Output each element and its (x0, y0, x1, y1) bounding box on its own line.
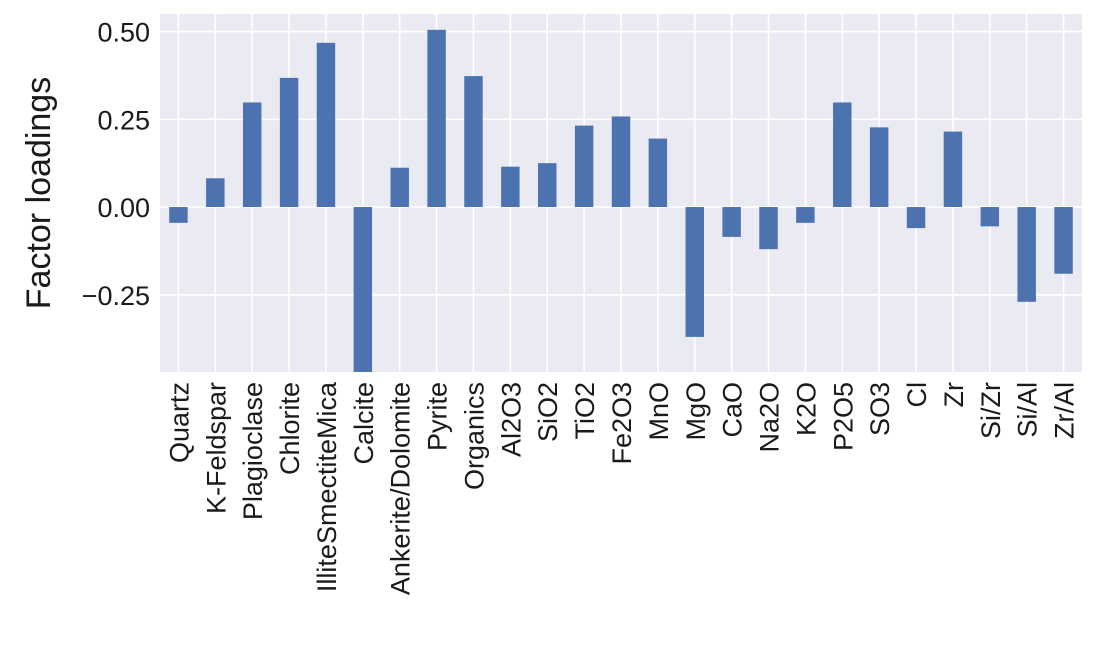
bar-k-feldspar (206, 178, 225, 208)
bar-si-zr (980, 207, 1000, 227)
x-tick-label: SO3 (865, 382, 895, 436)
x-tick-label: MnO (644, 382, 674, 441)
bar-k2o (796, 207, 815, 223)
bar-pyrite (427, 29, 446, 208)
y-tick-label: 0.25 (97, 105, 150, 135)
bar-na2o (759, 207, 778, 250)
x-tick-label: Chlorite (275, 382, 305, 475)
x-tick-label: TiO2 (570, 382, 600, 440)
x-tick-label: CaO (718, 382, 748, 438)
x-tick-label: Zr/Al (1050, 382, 1080, 439)
bar-tio2 (574, 125, 594, 208)
x-tick-label: Na2O (755, 382, 785, 453)
x-tick-label: P2O5 (828, 382, 858, 451)
bar-calcite (353, 207, 373, 372)
bar-zr-al (1054, 207, 1073, 274)
bar-quartz (169, 207, 188, 223)
bar-mno (648, 138, 668, 208)
x-tick-label: MgO (681, 382, 711, 441)
bar-organics (464, 76, 483, 208)
x-tick-label: Si/Al (1013, 382, 1043, 438)
y-tick-label: 0.50 (97, 18, 150, 48)
bar-al2o3 (501, 166, 520, 208)
bar-chlorite (279, 77, 299, 208)
y-tick-labels: −0.25 0.00 0.25 0.50 (82, 18, 150, 311)
y-axis-title: Factor loadings (20, 77, 58, 309)
y-tick-label: 0.00 (97, 193, 150, 223)
bar-si-al (1017, 207, 1036, 302)
x-tick-label: Fe2O3 (607, 382, 637, 465)
bar-illitesmectitemica (316, 42, 336, 208)
y-tick-label: −0.25 (82, 281, 150, 311)
bars (169, 29, 1073, 372)
bar-mgo (685, 207, 704, 337)
x-tick-label: Organics (459, 382, 489, 490)
x-tick-label: Cl (902, 382, 932, 408)
x-tick-label: Al2O3 (496, 382, 526, 457)
bar-plagioclase (242, 102, 262, 208)
x-tick-labels: Quartz K-Feldspar Plagioclase Chlorite Illit… (164, 381, 1079, 595)
bar-cl (906, 207, 926, 229)
x-tick-label: Pyrite (423, 382, 453, 451)
bar-p2o5 (833, 102, 852, 208)
x-tick-label: Ankerite/Dolomite (386, 382, 416, 595)
x-tick-label: Zr (939, 382, 969, 407)
bar-cao (722, 207, 741, 237)
bar-so3 (869, 127, 889, 208)
x-tick-label: Quartz (164, 382, 194, 463)
bar-sio2 (538, 163, 557, 208)
bar-ankerite-dolomite (390, 167, 409, 208)
x-tick-label: Calcite (349, 382, 379, 465)
bar-zr (943, 131, 963, 208)
x-tick-label: IlliteSmectiteMica (312, 381, 342, 592)
bar-fe2o3 (611, 116, 631, 208)
x-tick-label: K-Feldspar (201, 382, 231, 514)
x-tick-label: K2O (791, 382, 821, 436)
x-tick-label: Si/Zr (976, 382, 1006, 439)
x-tick-label: SiO2 (533, 382, 563, 442)
x-tick-label: Plagioclase (238, 382, 268, 520)
